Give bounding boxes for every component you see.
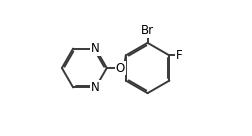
Text: N: N xyxy=(91,81,100,94)
Text: Br: Br xyxy=(140,24,153,37)
Text: O: O xyxy=(115,61,124,75)
Text: F: F xyxy=(175,49,181,62)
Text: N: N xyxy=(91,42,100,55)
